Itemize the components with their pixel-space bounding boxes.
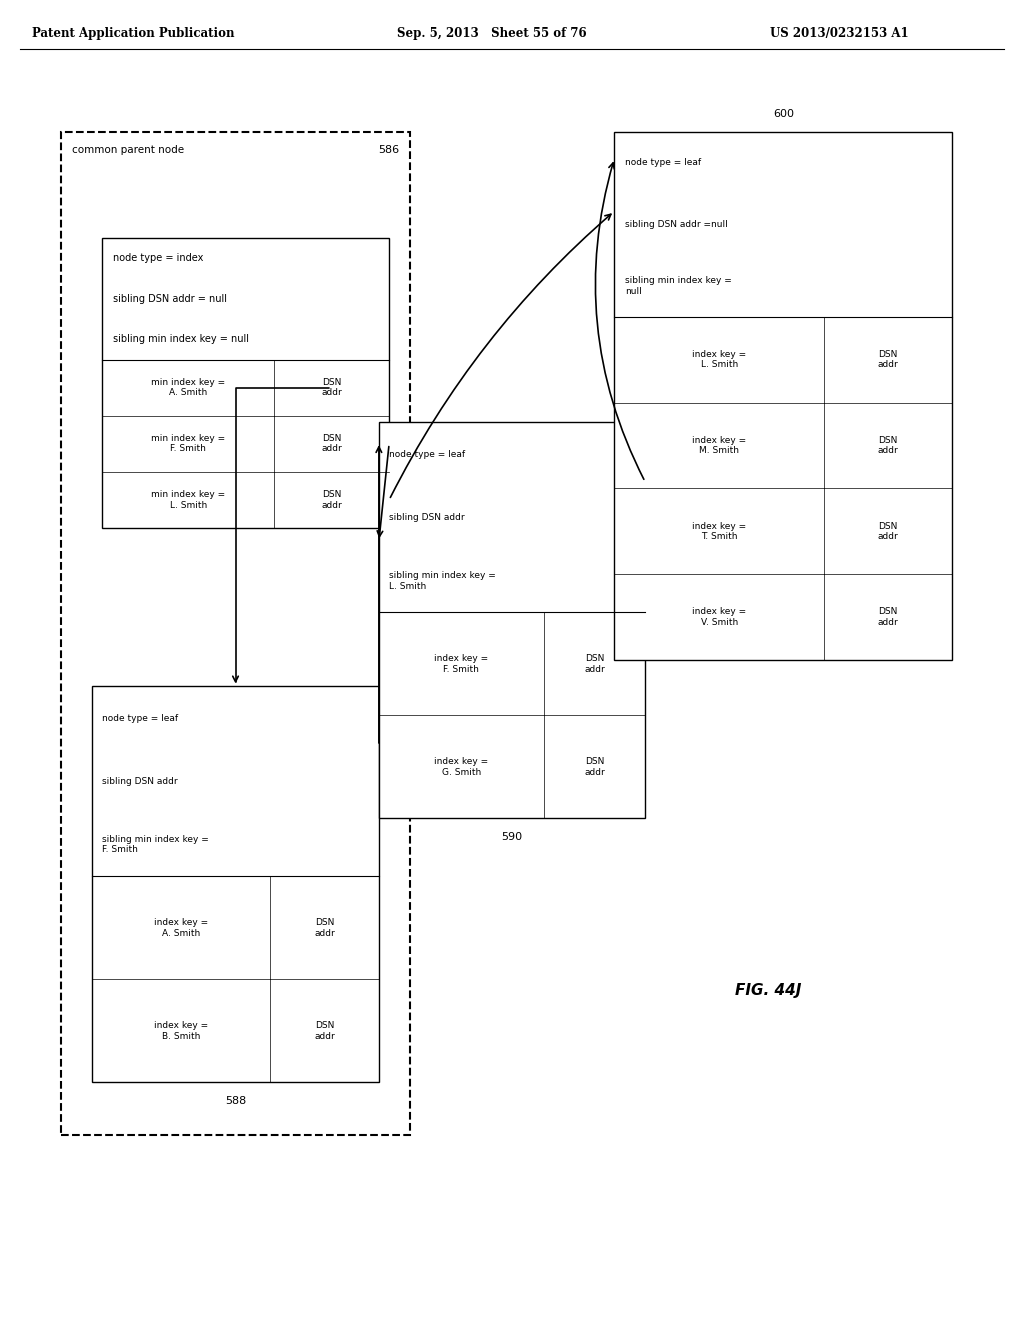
Text: index key =
T. Smith: index key = T. Smith <box>692 521 746 541</box>
Text: sibling DSN addr = null: sibling DSN addr = null <box>113 293 226 304</box>
Text: DSN
addr: DSN addr <box>314 1022 335 1040</box>
Text: sibling DSN addr =null: sibling DSN addr =null <box>625 220 727 228</box>
Text: sibling DSN addr: sibling DSN addr <box>102 777 178 785</box>
Text: index key =
M. Smith: index key = M. Smith <box>692 436 746 455</box>
Text: DSN
addr: DSN addr <box>878 521 898 541</box>
Text: node type = leaf: node type = leaf <box>389 450 465 458</box>
Text: Patent Application Publication: Patent Application Publication <box>32 26 234 40</box>
Text: sibling min index key = null: sibling min index key = null <box>113 334 249 345</box>
Text: FIG. 44J: FIG. 44J <box>735 982 801 998</box>
FancyBboxPatch shape <box>614 132 952 660</box>
FancyBboxPatch shape <box>379 422 645 818</box>
Text: DSN
addr: DSN addr <box>878 350 898 370</box>
Text: index key =
B. Smith: index key = B. Smith <box>154 1022 208 1040</box>
FancyBboxPatch shape <box>102 238 389 528</box>
Text: DSN
addr: DSN addr <box>878 607 898 627</box>
Text: sibling min index key =
F. Smith: sibling min index key = F. Smith <box>102 836 209 854</box>
Text: DSN
addr: DSN addr <box>322 490 342 510</box>
Text: US 2013/0232153 A1: US 2013/0232153 A1 <box>770 26 909 40</box>
Text: 588: 588 <box>225 1096 246 1106</box>
Text: DSN
addr: DSN addr <box>314 919 335 937</box>
Text: index key =
A. Smith: index key = A. Smith <box>154 919 208 937</box>
Text: node type = index: node type = index <box>113 253 203 263</box>
Text: common parent node: common parent node <box>72 145 183 156</box>
Text: index key =
V. Smith: index key = V. Smith <box>692 607 746 627</box>
Text: node type = leaf: node type = leaf <box>625 158 700 168</box>
FancyBboxPatch shape <box>92 686 379 1082</box>
Text: index key =
F. Smith: index key = F. Smith <box>434 655 488 673</box>
Text: min index key =
A. Smith: min index key = A. Smith <box>152 378 225 397</box>
Text: 590: 590 <box>502 832 522 842</box>
Text: Sep. 5, 2013   Sheet 55 of 76: Sep. 5, 2013 Sheet 55 of 76 <box>396 26 587 40</box>
Text: 586: 586 <box>378 145 399 156</box>
Text: DSN
addr: DSN addr <box>584 655 605 673</box>
Text: index key =
G. Smith: index key = G. Smith <box>434 758 488 776</box>
Text: min index key =
L. Smith: min index key = L. Smith <box>152 490 225 510</box>
Text: node type = leaf: node type = leaf <box>102 714 178 722</box>
Text: 600: 600 <box>773 108 794 119</box>
Text: DSN
addr: DSN addr <box>878 436 898 455</box>
Text: DSN
addr: DSN addr <box>322 434 342 454</box>
Text: min index key =
F. Smith: min index key = F. Smith <box>152 434 225 454</box>
Text: sibling DSN addr: sibling DSN addr <box>389 513 465 521</box>
Text: index key =
L. Smith: index key = L. Smith <box>692 350 746 370</box>
Text: DSN
addr: DSN addr <box>584 758 605 776</box>
Text: sibling min index key =
L. Smith: sibling min index key = L. Smith <box>389 572 496 590</box>
Text: DSN
addr: DSN addr <box>322 378 342 397</box>
Text: sibling min index key =
null: sibling min index key = null <box>625 276 731 296</box>
